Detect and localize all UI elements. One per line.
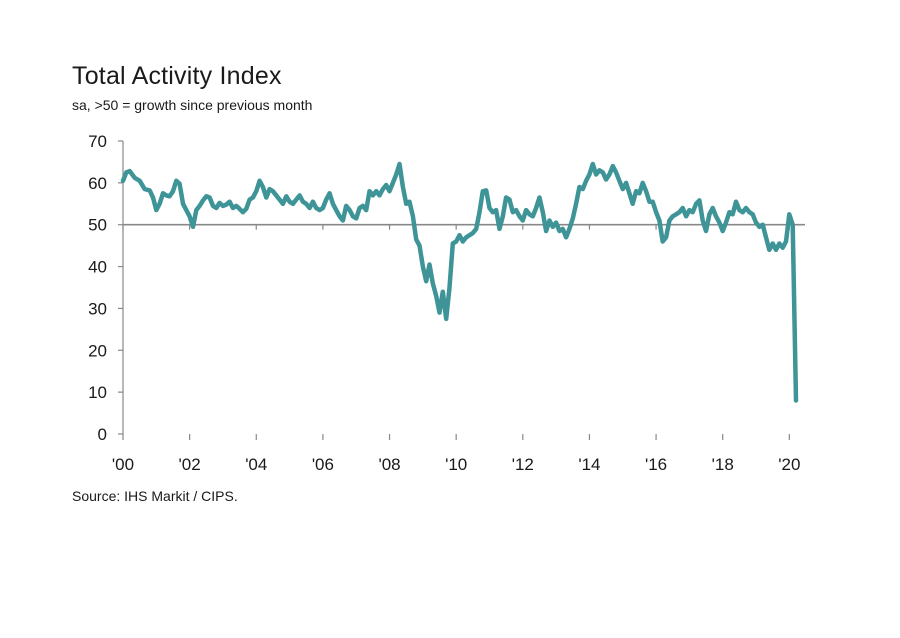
y-tick-label: 70	[88, 132, 107, 151]
y-axis: 0 10 20 30 40 50 60 70	[88, 132, 124, 444]
x-tick-label: '06	[312, 455, 334, 474]
reference-line-group	[122, 223, 805, 230]
y-tick-label: 0	[98, 425, 107, 444]
y-tick-label: 30	[88, 299, 107, 318]
y-tick-label: 20	[88, 341, 107, 360]
x-tick-label: '08	[378, 455, 400, 474]
chart-source: Source: IHS Markit / CIPS.	[72, 488, 238, 504]
x-tick-label: '14	[578, 455, 600, 474]
x-tick-label: '04	[245, 455, 267, 474]
chart-title: Total Activity Index	[72, 62, 282, 90]
x-tick-label: '16	[645, 455, 667, 474]
series-group	[120, 161, 799, 403]
x-tick-label: '10	[445, 455, 467, 474]
x-tick-label: '00	[112, 455, 134, 474]
y-tick-label: 50	[88, 216, 107, 235]
x-tick-label: '20	[778, 455, 800, 474]
x-axis: '00 '02 '04 '06 '08 '10 '12 '14 '16 '18 '20	[112, 434, 800, 474]
y-tick-label: 60	[88, 174, 107, 193]
x-tick-label: '02	[179, 455, 201, 474]
x-tick-label: '12	[512, 455, 534, 474]
y-tick-label: 10	[88, 383, 107, 402]
series-line-total-activity	[120, 161, 799, 403]
chart-subtitle: sa, >50 = growth since previous month	[72, 97, 313, 113]
y-tick-label: 40	[88, 258, 107, 277]
x-tick-label: '18	[712, 455, 734, 474]
